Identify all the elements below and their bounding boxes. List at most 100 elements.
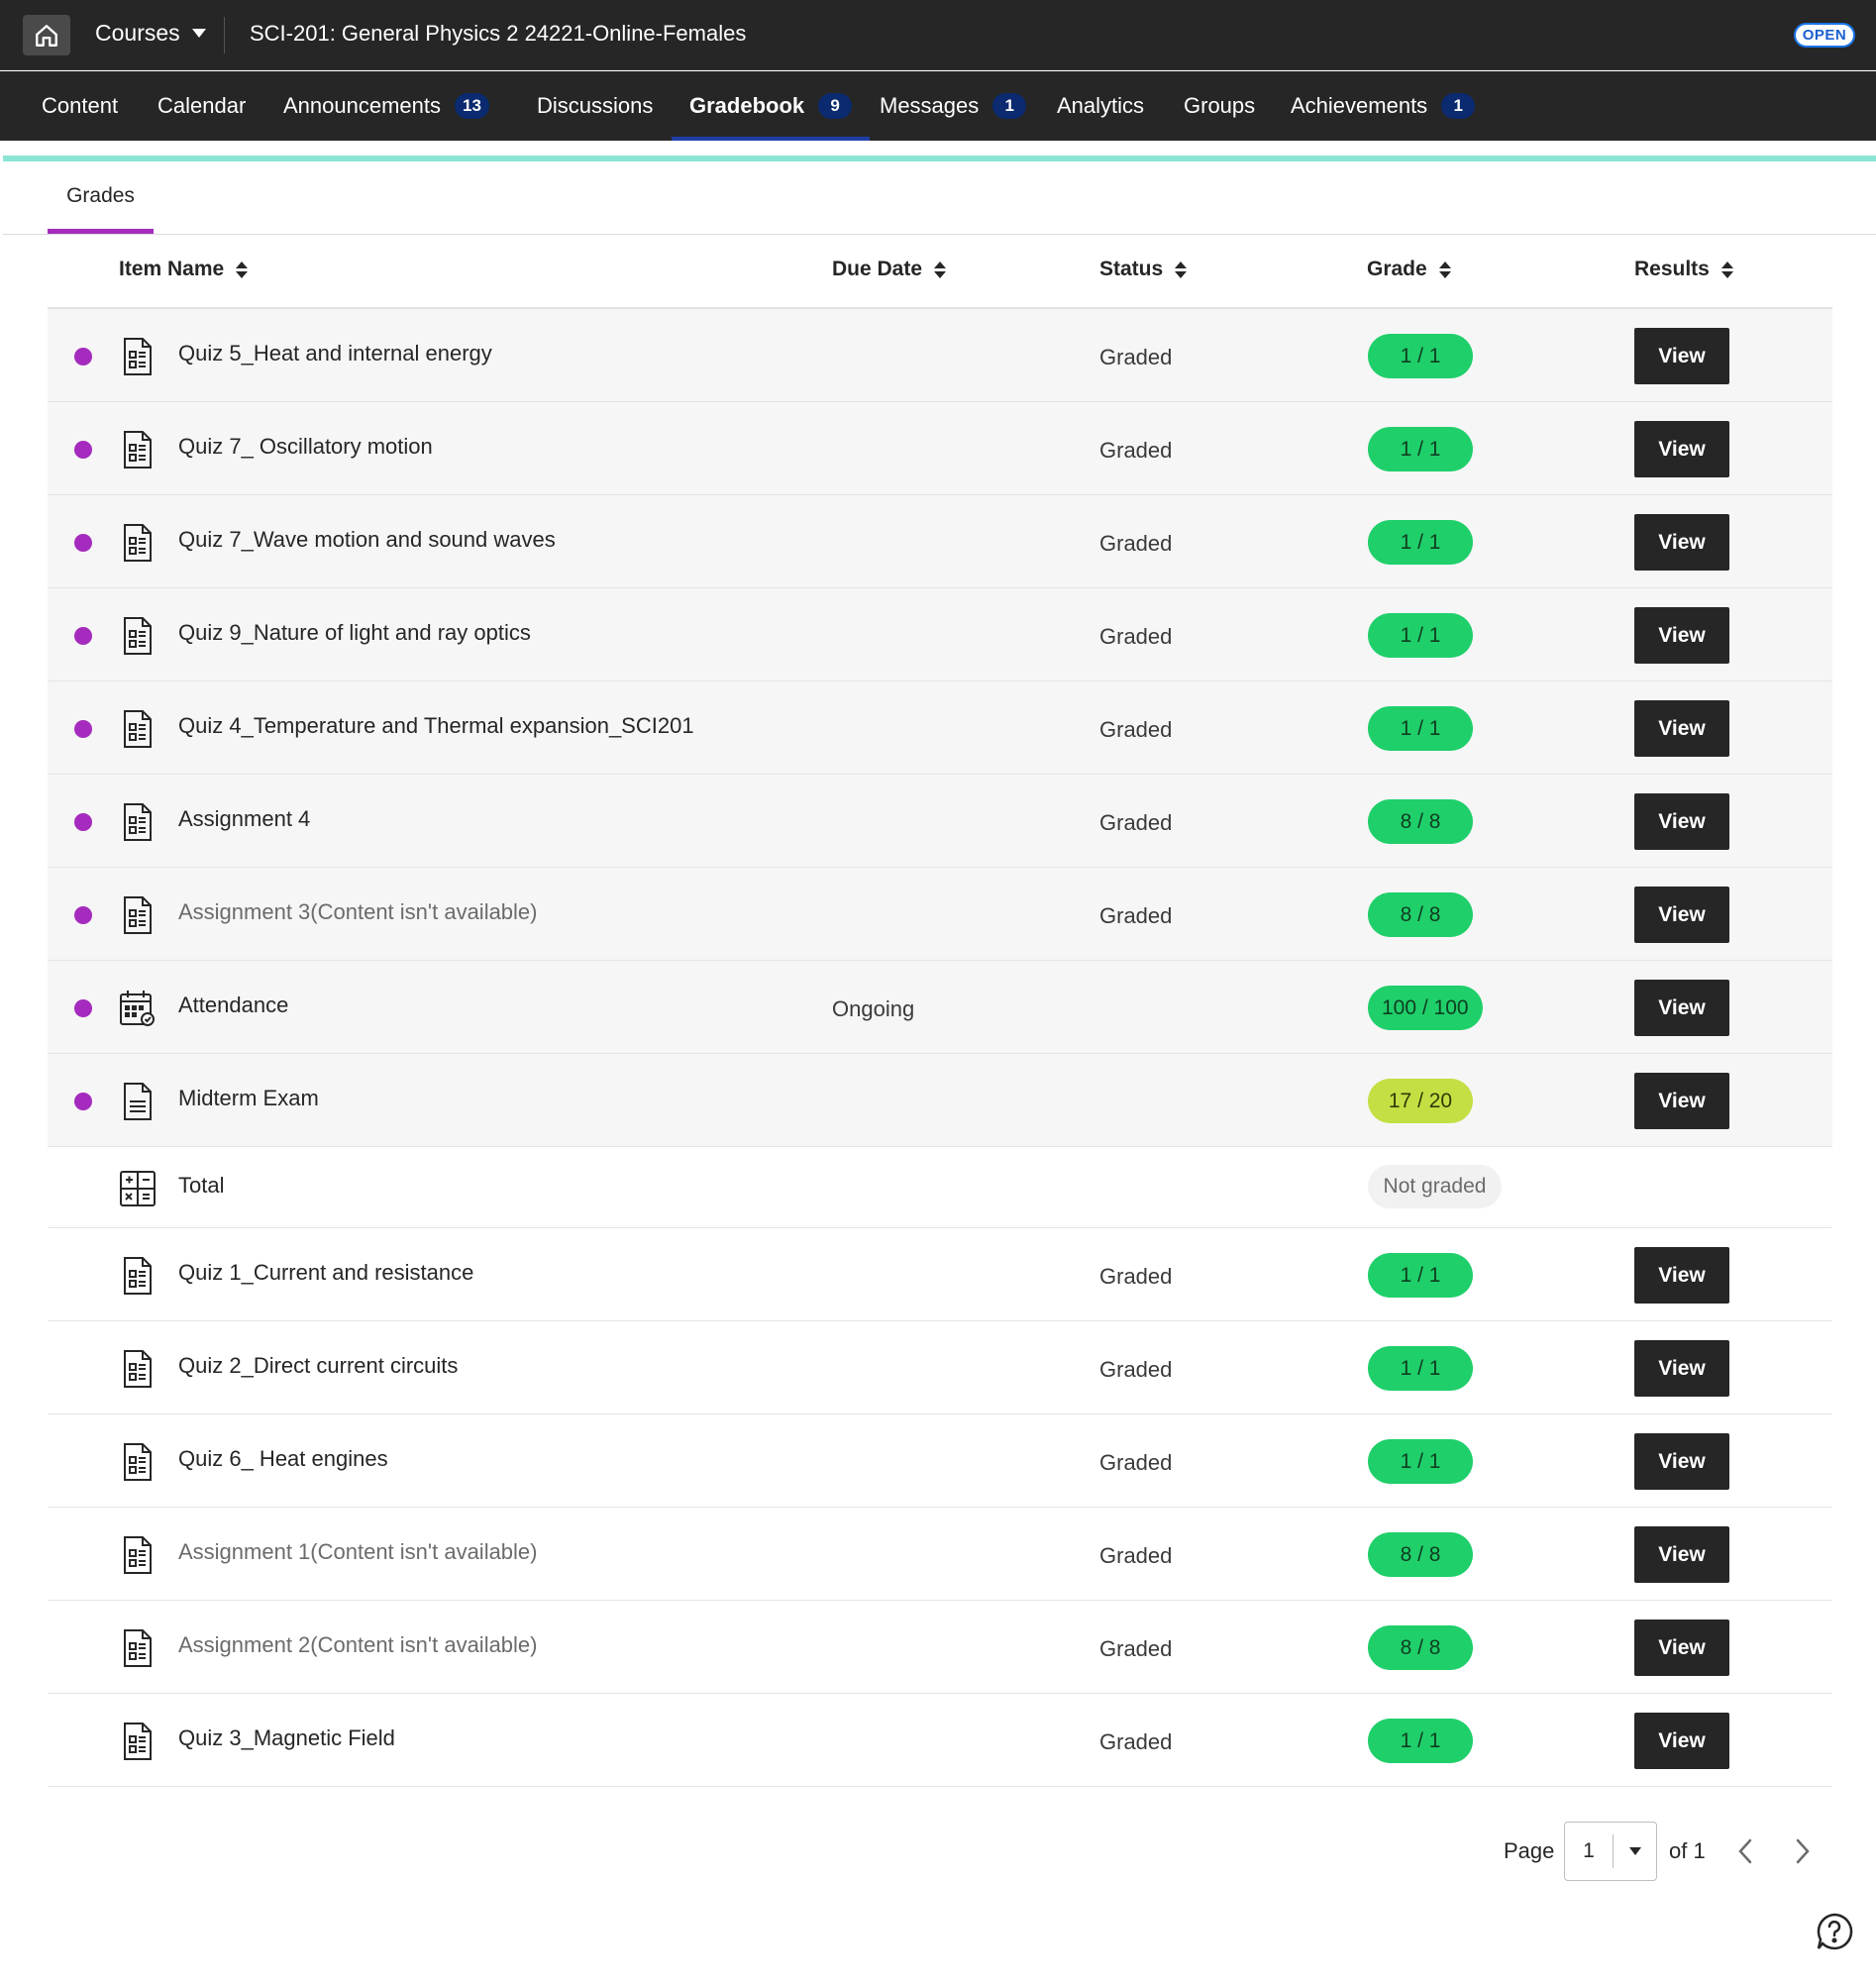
page-select-value: 1 [1583, 1839, 1595, 1862]
view-results-button[interactable]: View [1634, 1713, 1729, 1769]
item-name[interactable]: Quiz 5_Heat and internal energy [178, 341, 492, 366]
attendance-calendar-icon [119, 989, 156, 1028]
previous-page-button[interactable] [1730, 1834, 1760, 1868]
table-row: Assignment 2(Content isn't available) Gra… [48, 1601, 1832, 1694]
open-status-badge: OPEN [1794, 23, 1855, 48]
chevron-right-icon [1796, 1838, 1810, 1864]
grade-pill: 1 / 1 [1368, 427, 1473, 471]
column-header-due-date[interactable]: Due Date [832, 258, 947, 281]
grades-table-body: Quiz 5_Heat and internal energy Graded 1 /… [48, 309, 1832, 1787]
status-text: Graded [1099, 624, 1173, 649]
table-row: Quiz 4_Temperature and Thermal expansion… [48, 681, 1832, 775]
grade-pill: 1 / 1 [1368, 1346, 1473, 1391]
page-select[interactable]: 1 [1564, 1822, 1657, 1881]
view-results-button[interactable]: View [1634, 607, 1729, 664]
view-results-button[interactable]: View [1634, 700, 1729, 757]
quiz-icon [119, 1349, 156, 1389]
header-divider [48, 307, 1832, 309]
sort-icon [1175, 261, 1188, 278]
grade-pill: 8 / 8 [1368, 892, 1473, 937]
tab-grades-label: Grades [66, 184, 135, 207]
due-date: Ongoing [832, 996, 915, 1021]
item-name[interactable]: Assignment 4 [178, 806, 311, 831]
nav-item-discussions[interactable]: Discussions [537, 71, 653, 141]
notification-count-badge: 9 [818, 93, 853, 119]
nav-item-label: Announcements [283, 93, 441, 118]
view-results-button[interactable]: View [1634, 1433, 1729, 1490]
nav-item-announcements[interactable]: Announcements 13 [283, 71, 489, 141]
document-icon [119, 1082, 156, 1121]
sort-icon [236, 261, 249, 278]
calculator-icon [119, 1169, 156, 1208]
status-text: Graded [1099, 345, 1173, 369]
status-text: Graded [1099, 1450, 1173, 1475]
item-name[interactable]: Quiz 9_Nature of light and ray optics [178, 620, 531, 645]
divider [1613, 1834, 1614, 1868]
quiz-icon [119, 430, 156, 470]
column-header-label: Grade [1367, 258, 1427, 280]
nav-item-analytics[interactable]: Analytics [1057, 71, 1144, 141]
column-header-status[interactable]: Status [1099, 258, 1188, 281]
status-text: Graded [1099, 903, 1173, 928]
item-name[interactable]: Midterm Exam [178, 1086, 319, 1110]
tab-grades[interactable]: Grades [48, 184, 154, 234]
item-name[interactable]: Quiz 7_ Oscillatory motion [178, 434, 433, 459]
item-name[interactable]: Attendance [178, 992, 289, 1017]
view-results-button[interactable]: View [1634, 980, 1729, 1036]
new-item-indicator [74, 534, 92, 552]
item-name[interactable]: Quiz 4_Temperature and Thermal expansion… [178, 713, 694, 738]
quiz-icon [119, 1442, 156, 1482]
nav-item-gradebook[interactable]: Gradebook 9 [671, 71, 871, 141]
item-name[interactable]: Quiz 2_Direct current circuits [178, 1353, 459, 1378]
view-results-button[interactable]: View [1634, 1526, 1729, 1583]
new-item-indicator [74, 906, 92, 924]
tabs-divider [3, 234, 1876, 235]
table-row: Attendance Ongoing 100 / 100 View [48, 961, 1832, 1054]
quiz-icon [119, 1722, 156, 1761]
course-title: SCI-201: General Physics 2 24221-Online-… [250, 21, 747, 46]
view-results-button[interactable]: View [1634, 887, 1729, 943]
assignment-icon [119, 802, 156, 842]
table-row: Quiz 2_Direct current circuits Graded 1 / … [48, 1321, 1832, 1414]
courses-menu[interactable]: Courses [95, 20, 206, 47]
quiz-icon [119, 1256, 156, 1296]
grade-pill: 1 / 1 [1368, 334, 1473, 378]
nav-item-label: Calendar [157, 93, 247, 118]
page-count-label: of 1 [1669, 1838, 1706, 1863]
view-results-button[interactable]: View [1634, 1247, 1729, 1304]
nav-item-label: Discussions [537, 93, 654, 118]
item-name[interactable]: Quiz 1_Current and resistance [178, 1260, 474, 1285]
table-row: Quiz 7_ Oscillatory motion Graded 1 / 1 Vie… [48, 402, 1832, 495]
divider [224, 17, 225, 53]
item-name[interactable]: Quiz 7_Wave motion and sound waves [178, 527, 556, 552]
view-results-button[interactable]: View [1634, 1619, 1729, 1676]
view-results-button[interactable]: View [1634, 1073, 1729, 1129]
column-header-item-name[interactable]: Item Name [119, 258, 249, 281]
item-name: Assignment 1(Content isn't available) [178, 1539, 538, 1564]
column-header-results[interactable]: Results [1634, 258, 1733, 281]
item-name[interactable]: Quiz 3_Magnetic Field [178, 1725, 395, 1750]
nav-item-groups[interactable]: Groups [1184, 71, 1255, 141]
nav-item-content[interactable]: Content [42, 71, 118, 141]
nav-item-calendar[interactable]: Calendar [157, 71, 246, 141]
view-results-button[interactable]: View [1634, 514, 1729, 571]
item-name[interactable]: Quiz 6_ Heat engines [178, 1446, 388, 1471]
new-item-indicator [74, 813, 92, 831]
grade-pill: 100 / 100 [1368, 986, 1483, 1030]
next-page-button[interactable] [1788, 1834, 1818, 1868]
view-results-button[interactable]: View [1634, 1340, 1729, 1397]
assignment-icon [119, 1628, 156, 1668]
column-header-label: Status [1099, 258, 1164, 280]
status-text: Graded [1099, 1357, 1173, 1382]
nav-item-messages[interactable]: Messages 1 [880, 71, 1027, 141]
help-button[interactable] [1815, 1912, 1854, 1951]
column-header-grade[interactable]: Grade [1367, 258, 1451, 281]
view-results-button[interactable]: View [1634, 328, 1729, 384]
view-results-button[interactable]: View [1634, 421, 1729, 477]
new-item-indicator [74, 348, 92, 366]
notification-count-badge: 13 [455, 93, 489, 119]
status-text: Graded [1099, 717, 1173, 742]
home-button[interactable] [23, 15, 70, 55]
view-results-button[interactable]: View [1634, 793, 1729, 850]
nav-item-achievements[interactable]: Achievements 1 [1291, 71, 1476, 141]
